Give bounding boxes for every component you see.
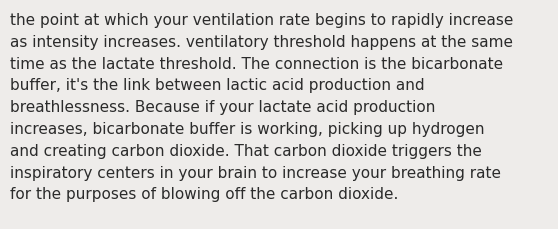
Text: for the purposes of blowing off the carbon dioxide.: for the purposes of blowing off the carb…	[10, 187, 398, 202]
Text: buffer, it's the link between lactic acid production and: buffer, it's the link between lactic aci…	[10, 78, 425, 93]
Text: inspiratory centers in your brain to increase your breathing rate: inspiratory centers in your brain to inc…	[10, 165, 501, 180]
Text: breathlessness. Because if your lactate acid production: breathlessness. Because if your lactate …	[10, 100, 435, 115]
Text: as intensity increases. ventilatory threshold happens at the same: as intensity increases. ventilatory thre…	[10, 35, 513, 50]
Text: and creating carbon dioxide. That carbon dioxide triggers the: and creating carbon dioxide. That carbon…	[10, 143, 482, 158]
Text: the point at which your ventilation rate begins to rapidly increase: the point at which your ventilation rate…	[10, 13, 513, 28]
Text: increases, bicarbonate buffer is working, picking up hydrogen: increases, bicarbonate buffer is working…	[10, 121, 484, 136]
Text: time as the lactate threshold. The connection is the bicarbonate: time as the lactate threshold. The conne…	[10, 56, 503, 71]
